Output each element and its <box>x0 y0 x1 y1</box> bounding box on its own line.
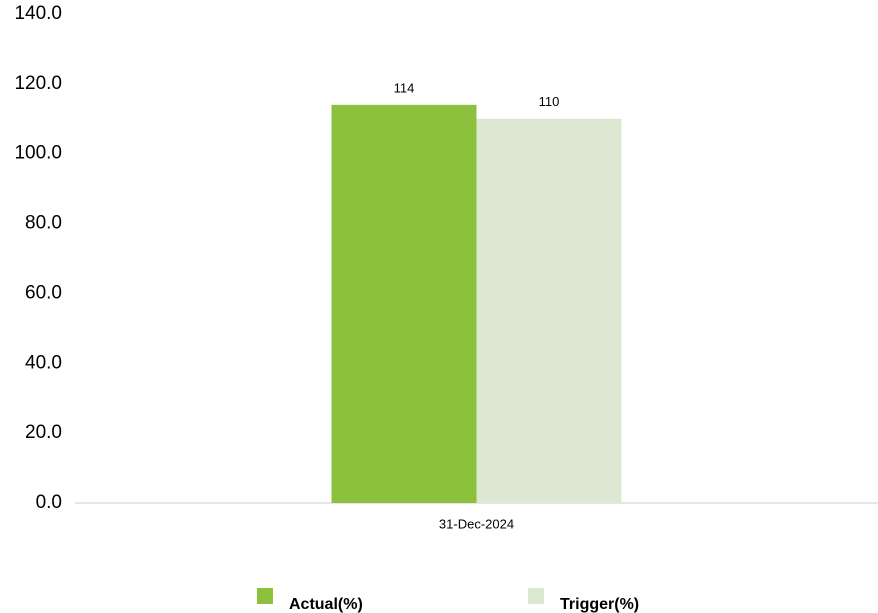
bar <box>476 118 622 504</box>
y-tick-label: 100.0 <box>14 143 62 164</box>
y-tick-label: 40.0 <box>25 352 62 373</box>
y-tick-label: 60.0 <box>25 282 62 303</box>
y-tick-label: 120.0 <box>14 73 62 94</box>
y-tick-label: 20.0 <box>25 422 62 443</box>
y-tick-label: 80.0 <box>25 213 62 234</box>
data-label: 114 <box>394 80 415 95</box>
y-tick-label: 0.0 <box>36 492 62 513</box>
x-tick-label: 31-Dec-2024 <box>439 516 514 531</box>
y-tick-label: 140.0 <box>14 3 62 24</box>
legend-label: Actual(%) <box>289 596 363 613</box>
bar <box>331 104 477 504</box>
data-label: 110 <box>539 94 560 109</box>
legend-swatch <box>257 588 273 604</box>
legend-label: Trigger(%) <box>560 596 639 613</box>
legend-swatch <box>528 588 544 604</box>
